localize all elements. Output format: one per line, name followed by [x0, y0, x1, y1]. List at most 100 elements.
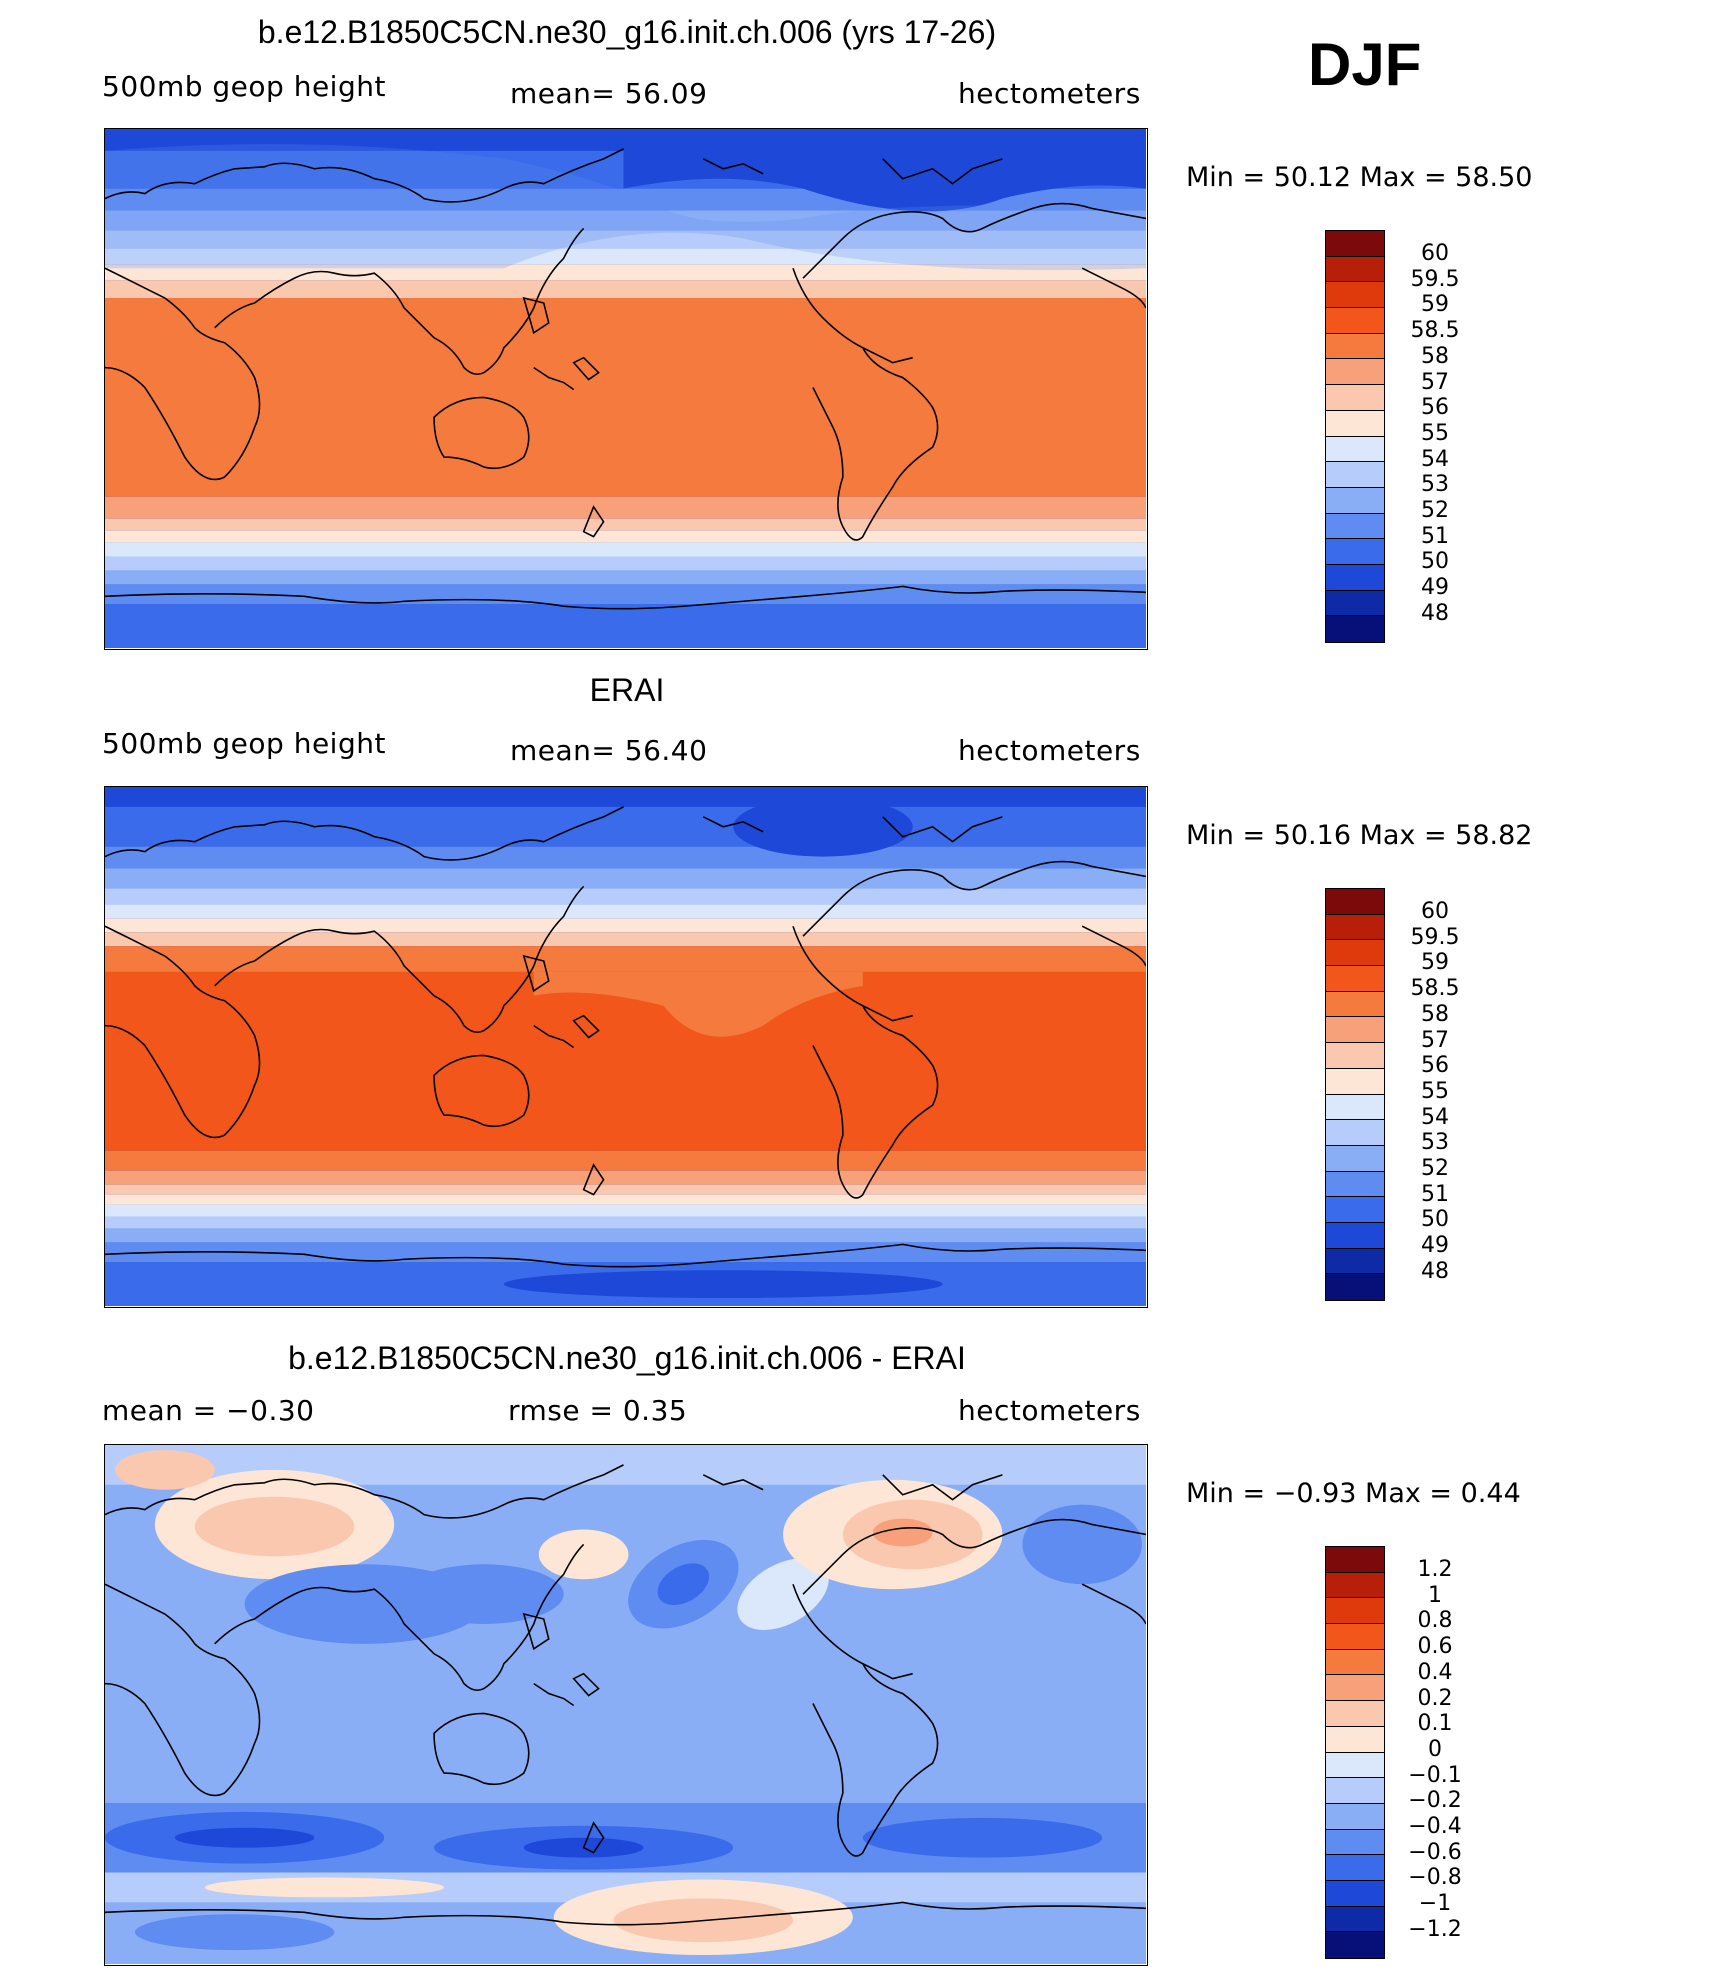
- panel3-rmse-label: rmse = 0.35: [508, 1394, 688, 1427]
- colorbar-cell: [1326, 564, 1384, 591]
- colorbar-tick-label: −1.2: [1408, 1916, 1462, 1942]
- panel1-variable-label: 500mb geop height: [102, 70, 386, 103]
- band: [105, 946, 1146, 972]
- colorbar-tick-label: 52: [1421, 1156, 1449, 1181]
- colorbar-cell: [1326, 282, 1384, 309]
- trough: [623, 129, 1146, 212]
- panel2-map: [104, 786, 1148, 1308]
- band: [105, 932, 1146, 947]
- colorbar-cell: [1326, 359, 1384, 386]
- colorbar-tick-label: 58: [1421, 343, 1449, 369]
- panel2-title: ERAI: [589, 672, 665, 708]
- colorbar-cell: [1326, 590, 1384, 617]
- colorbar-tick-label: 60: [1421, 899, 1449, 924]
- anomaly: [657, 1563, 710, 1606]
- colorbar-cell: [1326, 231, 1384, 257]
- colorbar-tick-label: 0.1: [1417, 1711, 1453, 1737]
- colorbar-cell: [1326, 308, 1384, 334]
- colorbar-cell: [1326, 1274, 1384, 1300]
- panel1-units-label: hectometers: [958, 77, 1141, 110]
- panel2-variable-label: 500mb geop height: [102, 727, 386, 760]
- colorbar-cell: [1326, 1248, 1384, 1275]
- band: [105, 868, 1146, 889]
- colorbar-cell: [1326, 1726, 1384, 1753]
- band: [105, 971, 1146, 1151]
- panel3-map-svg: [105, 1445, 1146, 1964]
- colorbar-tick-label: −0.6: [1408, 1839, 1462, 1865]
- band: [105, 496, 1146, 519]
- colorbar-tick-label: −0.2: [1408, 1788, 1462, 1814]
- colorbar-cell: [1326, 914, 1384, 941]
- colorbar-cell: [1326, 940, 1384, 967]
- colorbar-tick-label: 56: [1421, 395, 1449, 421]
- colorbar-tick-label: 55: [1421, 1078, 1449, 1104]
- band: [105, 904, 1146, 919]
- panel1-mean-label: mean= 56.09: [510, 77, 708, 110]
- colorbar-tick-label: 48: [1421, 600, 1449, 626]
- colorbar-cell: [1326, 966, 1384, 992]
- colorbar-cell: [1326, 1649, 1384, 1676]
- colorbar-cell: [1326, 1598, 1384, 1625]
- colorbar-cell: [1326, 1880, 1384, 1907]
- colorbar-cell: [1326, 1017, 1384, 1044]
- colorbar-tick-label: 50: [1421, 1207, 1449, 1233]
- colorbar-tick-label: −0.4: [1408, 1814, 1462, 1839]
- anomaly: [872, 1518, 933, 1547]
- colorbar-tick-label: 59: [1421, 950, 1449, 976]
- colorbar-tick-label: 58.5: [1410, 318, 1460, 344]
- colorbar-tick-label: 53: [1421, 472, 1449, 498]
- colorbar-cell: [1326, 462, 1384, 488]
- colorbar-tick-label: 54: [1421, 446, 1449, 472]
- core: [503, 1270, 943, 1299]
- band: [105, 1184, 1146, 1195]
- colorbar-tick-label: 1: [1428, 1582, 1442, 1608]
- anomaly: [538, 1529, 629, 1580]
- colorbar-cell: [1326, 410, 1384, 437]
- colorbar-cell: [1326, 991, 1384, 1018]
- band: [105, 230, 1146, 249]
- colorbar-tick-label: 0.8: [1417, 1608, 1453, 1634]
- colorbar-cell: [1326, 1829, 1384, 1856]
- colorbar-tick-label: 59.5: [1410, 266, 1460, 292]
- band: [105, 888, 1146, 905]
- colorbar-tick-label: 49: [1421, 575, 1449, 601]
- colorbar-tick-label: −1: [1418, 1891, 1452, 1917]
- band: [105, 248, 1146, 265]
- colorbar-tick-label: −0.8: [1408, 1865, 1462, 1891]
- panel3-title: b.e12.B1850C5CN.ne30_g16.init.ch.006 - E…: [288, 1340, 966, 1376]
- colorbar-cell: [1326, 1675, 1384, 1702]
- colorbar-tick-label: 53: [1421, 1130, 1449, 1156]
- colorbar-cell: [1326, 487, 1384, 514]
- band: [105, 530, 1146, 543]
- panel1-map: [104, 128, 1148, 650]
- band: [105, 518, 1146, 531]
- colorbar-cell: [1326, 1778, 1384, 1804]
- band: [105, 542, 1146, 557]
- tongue: [533, 971, 863, 1037]
- anomaly: [114, 1449, 215, 1490]
- colorbar-cell: [1326, 1752, 1384, 1779]
- colorbar-cell: [1326, 1855, 1384, 1881]
- anomaly: [134, 1914, 335, 1951]
- colorbar-tick-label: 54: [1421, 1104, 1449, 1130]
- colorbar-cell: [1326, 385, 1384, 411]
- colorbar-tick-label: 49: [1421, 1233, 1449, 1259]
- panel3-mean-label: mean = −0.30: [102, 1394, 315, 1427]
- band: [105, 556, 1146, 571]
- colorbar-cell: [1326, 539, 1384, 565]
- colorbar-cell: [1326, 1068, 1384, 1095]
- colorbar-cell: [1326, 333, 1384, 360]
- colorbar-cell: [1326, 1932, 1384, 1958]
- colorbar-tick-label: 58: [1421, 1001, 1449, 1027]
- colorbar-cell: [1326, 513, 1384, 540]
- season-label: DJF: [1308, 31, 1422, 98]
- colorbar-cell: [1326, 1701, 1384, 1727]
- core: [862, 1817, 1103, 1858]
- panel1-colorbar: [1325, 230, 1385, 643]
- colorbar-tick-label: 51: [1421, 1181, 1449, 1207]
- band: [105, 604, 1146, 648]
- band: [105, 264, 1146, 281]
- trough: [733, 796, 913, 857]
- panel3-colorbar: [1325, 1546, 1385, 1959]
- core: [174, 1827, 315, 1848]
